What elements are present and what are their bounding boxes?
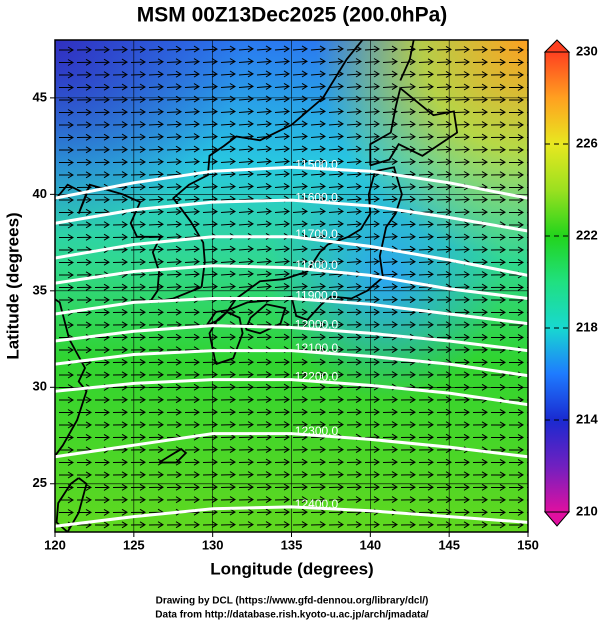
colorbar-extend-top [543, 39, 571, 53]
colorbar-tick-label: 218 [576, 319, 598, 334]
coastline [244, 303, 287, 335]
coastline [55, 275, 88, 458]
colorbar-tick-label: 226 [576, 135, 598, 150]
contour-line [55, 264, 528, 300]
x-tick-label: 150 [517, 537, 539, 552]
x-tick-label: 125 [123, 537, 145, 552]
contour-line [55, 198, 528, 233]
contour-label: 12100.0 [295, 341, 339, 355]
x-tick-label: 140 [359, 537, 381, 552]
footer-line: Data from http://database.rish.kyoto-u.a… [155, 610, 429, 621]
coastline [399, 40, 415, 81]
colorbar-extend-bottom [543, 511, 571, 527]
y-tick-label: 30 [33, 379, 47, 394]
contour-label: 11900.0 [295, 289, 338, 303]
x-axis-label: Longitude (degrees) [210, 559, 373, 578]
coastline [172, 40, 364, 288]
y-tick-label: 45 [33, 89, 47, 104]
y-tick-label: 25 [33, 475, 47, 490]
x-tick-label: 145 [438, 537, 460, 552]
coastline [208, 310, 244, 365]
overlay: 11500.0 11600.0 11700.0 11800.0 11900.0 12000… [55, 40, 528, 532]
contour-line [55, 378, 528, 407]
coastline [369, 86, 459, 167]
colorbar-tick-label: 210 [576, 503, 598, 518]
y-axis-label: Latitude (degrees) [3, 212, 22, 359]
colorbar [544, 51, 570, 513]
wind-vectors [59, 45, 528, 529]
contour-label: 11600.0 [295, 190, 338, 204]
y-tick-label: 40 [33, 186, 47, 201]
footer-line: Drawing by DCL (https://www.gfd-dennou.o… [156, 596, 429, 607]
x-tick-label: 130 [202, 537, 224, 552]
chart-title: MSM 00Z13Dec2025 (200.0hPa) [137, 4, 448, 27]
contour-line [55, 349, 528, 378]
contour-label: 12000.0 [295, 318, 339, 332]
contour-line [55, 235, 528, 277]
contour-line [55, 324, 528, 353]
colorbar-tick-label: 222 [576, 227, 598, 242]
y-tick-label: 35 [33, 282, 47, 297]
x-tick-label: 120 [44, 537, 66, 552]
contour-line [55, 432, 528, 459]
contour-label: 11800.0 [295, 258, 338, 272]
contour-label: 12400.0 [295, 497, 339, 511]
contour-label: 11500.0 [295, 158, 338, 172]
x-tick-label: 135 [281, 537, 303, 552]
contour-line [55, 505, 528, 528]
contour-line [55, 297, 528, 326]
contour-label: 11700.0 [295, 227, 338, 241]
contour-label: 12300.0 [295, 424, 339, 438]
contour-line [55, 165, 528, 200]
colorbar-tick-label: 230 [576, 43, 598, 58]
colorbar-tick-label: 214 [576, 411, 598, 426]
contour-label: 12200.0 [295, 370, 339, 384]
